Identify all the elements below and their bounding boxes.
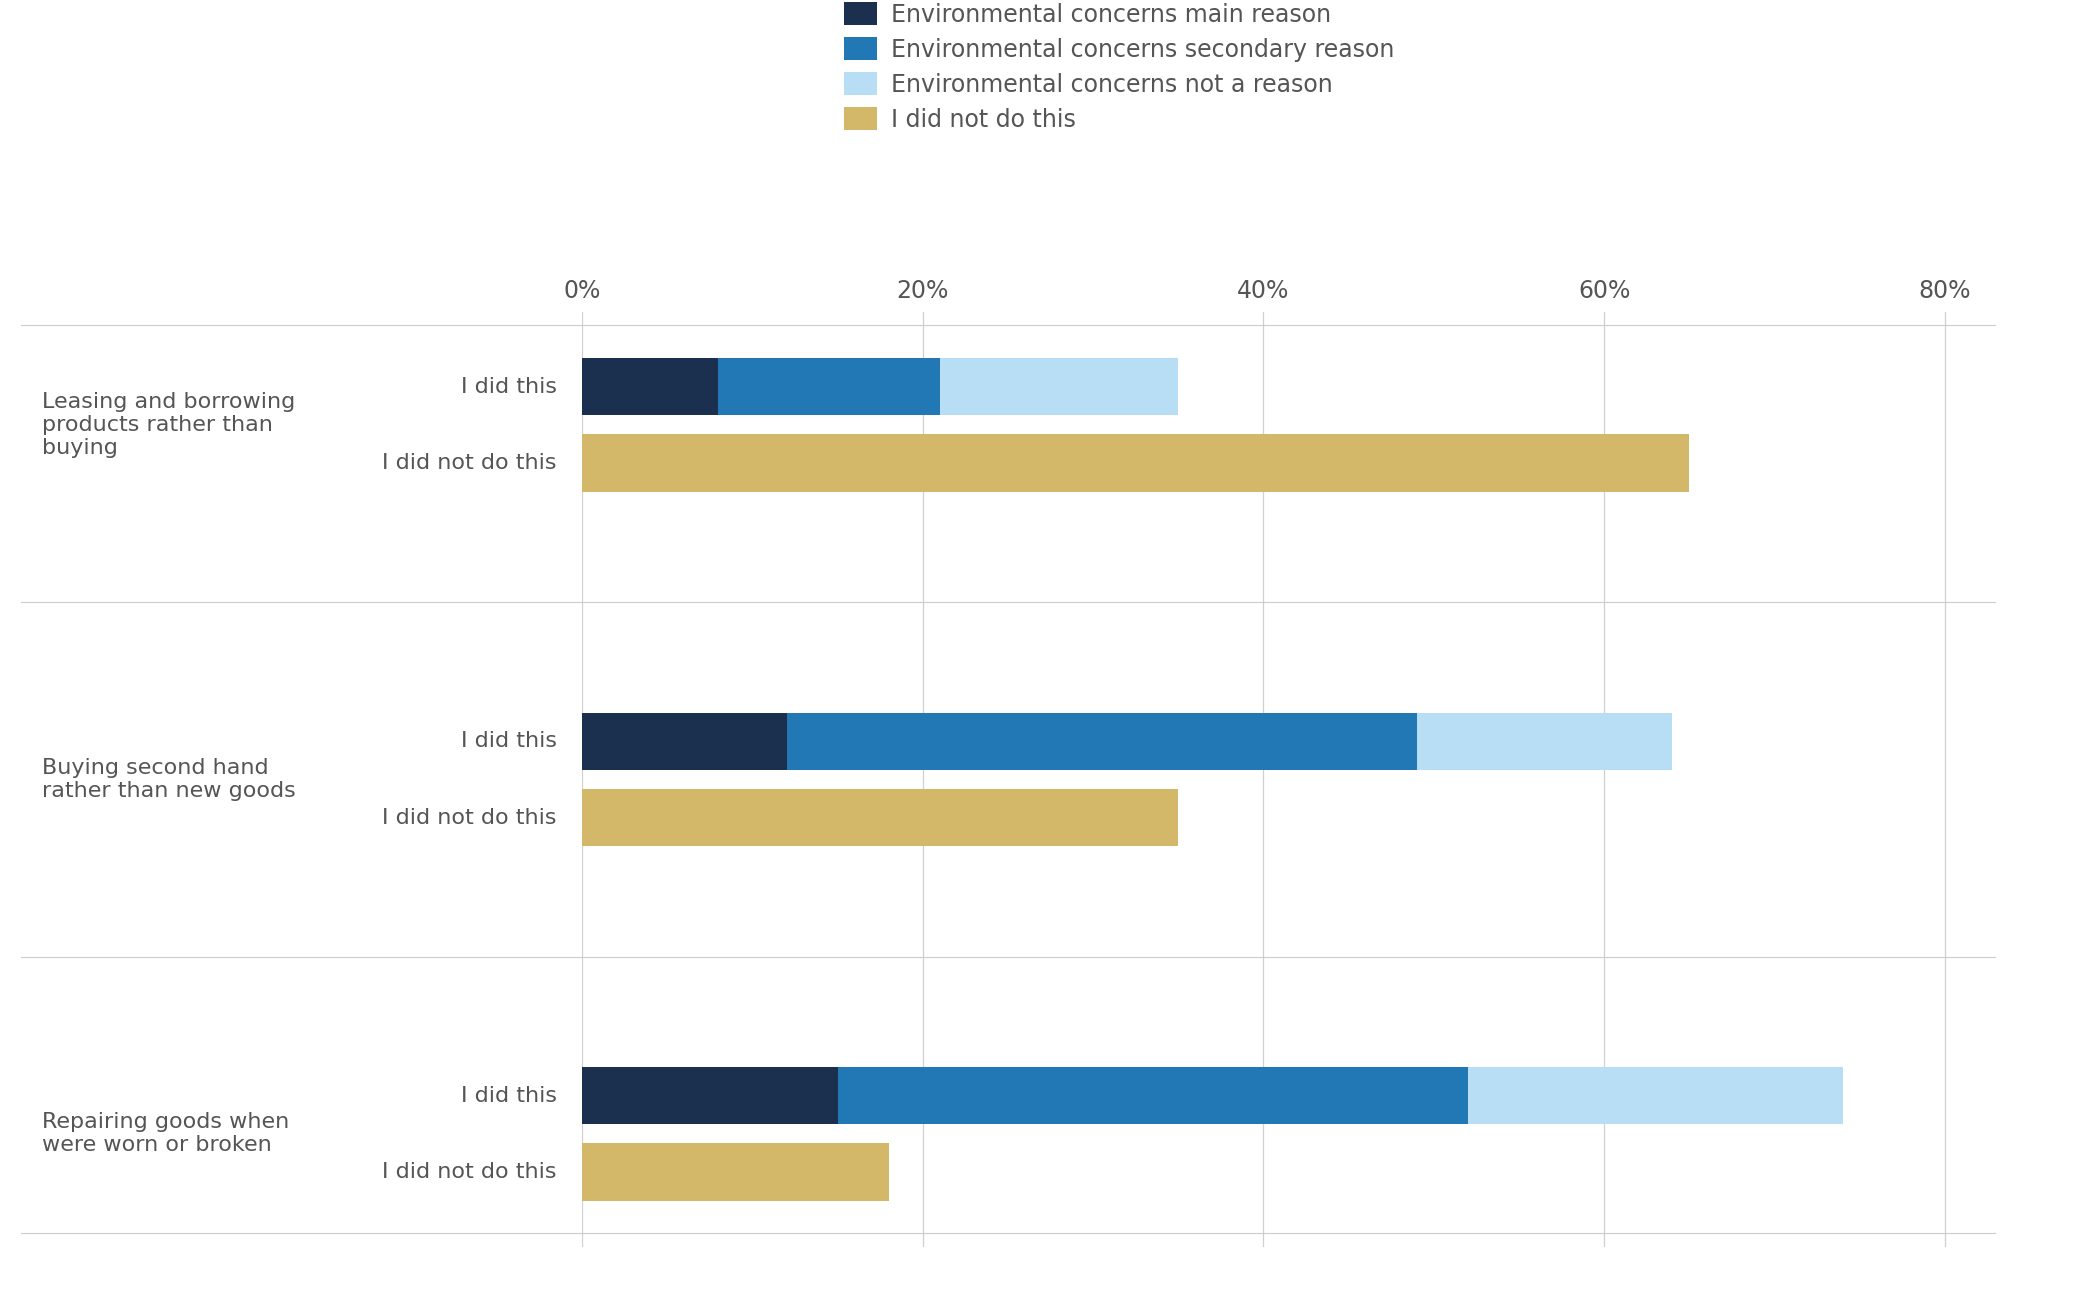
Text: I did this: I did this <box>462 731 557 751</box>
Bar <box>582 1143 888 1200</box>
Bar <box>719 359 940 416</box>
Bar <box>838 1066 1468 1125</box>
Bar <box>1416 713 1672 770</box>
Text: Repairing goods when
were worn or broken: Repairing goods when were worn or broken <box>42 1112 289 1156</box>
Bar <box>582 788 1179 846</box>
Bar <box>1468 1066 1842 1125</box>
Bar <box>786 713 1416 770</box>
Text: Buying second hand
rather than new goods: Buying second hand rather than new goods <box>42 757 295 801</box>
Bar <box>582 359 719 416</box>
Text: I did this: I did this <box>462 1086 557 1105</box>
Text: I did this: I did this <box>462 377 557 396</box>
Text: Leasing and borrowing
products rather than
buying: Leasing and borrowing products rather th… <box>42 392 295 459</box>
Bar <box>582 713 786 770</box>
Bar <box>582 434 1690 492</box>
Bar <box>940 359 1179 416</box>
Text: I did not do this: I did not do this <box>383 1163 557 1182</box>
Text: I did not do this: I did not do this <box>383 453 557 473</box>
Bar <box>582 1066 838 1125</box>
Text: I did not do this: I did not do this <box>383 808 557 827</box>
Legend: Environmental concerns main reason, Environmental concerns secondary reason, Env: Environmental concerns main reason, Envi… <box>844 3 1395 131</box>
